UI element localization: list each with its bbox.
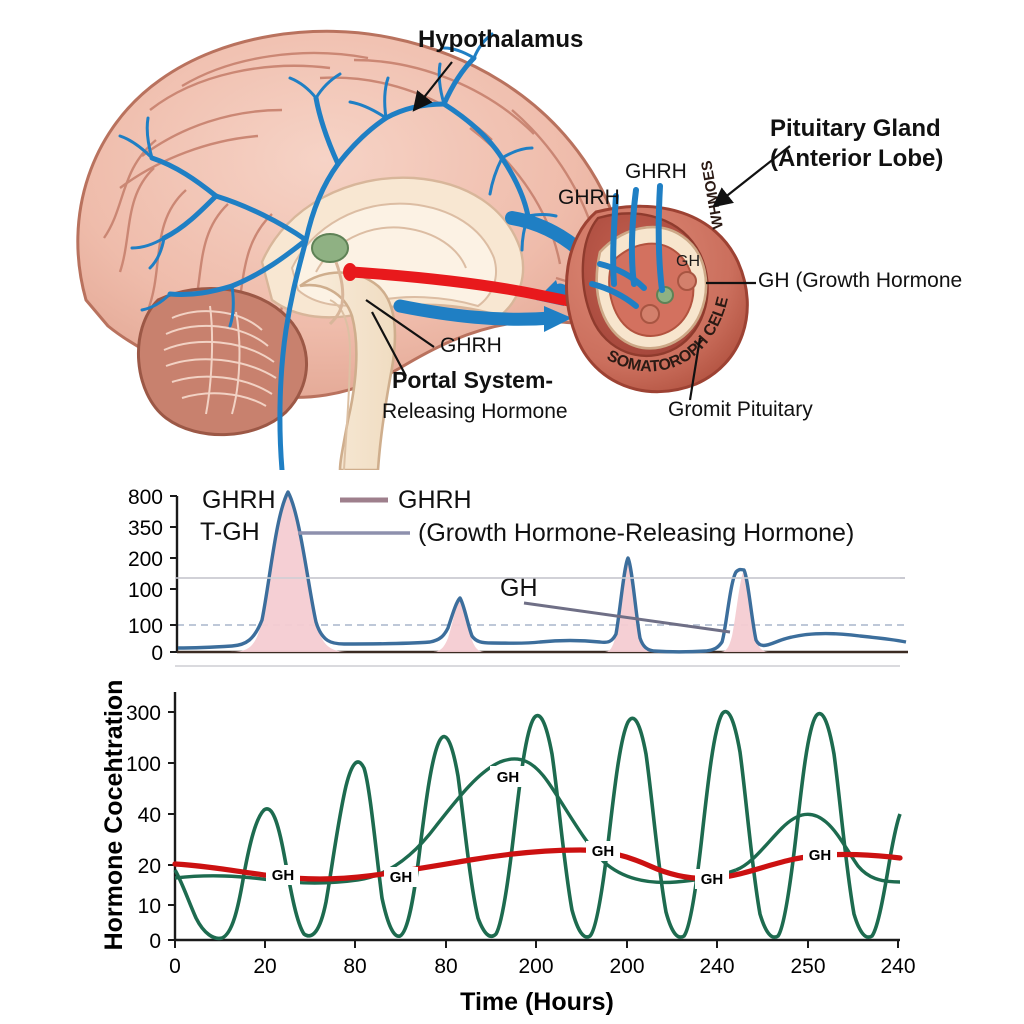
- brain-pituitary-svg: SOMATOROPH CELE WHMOES GH: [76, 29, 791, 470]
- bottom-chart-x-ticks: [174, 940, 899, 948]
- top-anno-t-gh: T-GH: [200, 518, 260, 546]
- somatotroph-tail-label: WHMOES: [698, 159, 727, 230]
- label-portal-system: Portal System-: [392, 367, 554, 393]
- ytick-bot-5: 0: [149, 930, 161, 953]
- bottom-chart-y-axis-title: Hormone Cocehtration: [100, 680, 128, 951]
- leader-lines: [365, 61, 791, 401]
- label-hypothalamus: Hypothalamus: [418, 26, 584, 53]
- ytick-bot-2: 40: [138, 804, 161, 827]
- leader-gromit: [688, 337, 702, 401]
- xtick-7: 250: [790, 955, 825, 978]
- top-chart-y-tick-labels: 800 350 200 100 100 0: [128, 486, 163, 665]
- ghrh-curve: [177, 490, 907, 654]
- label-pituitary-gland-line2: (Anterior Lobe): [770, 145, 944, 172]
- gh-pulsatile-curve: [173, 709, 902, 941]
- xtick-0: 0: [169, 955, 181, 978]
- bottom-chart-x-tick-labels: 0 20 80 80 200 200 240 250 240: [169, 955, 915, 978]
- label-ghrh-lower: GHRH: [440, 334, 502, 357]
- gh-point-labels: GH GH GH GH GH GH: [266, 766, 837, 889]
- legend-label-ghrh: GHRH: [398, 486, 472, 514]
- ytick-top-3: 100: [128, 579, 163, 602]
- ytick-bot-1: 100: [126, 753, 161, 776]
- xtick-6: 240: [699, 955, 734, 978]
- gh-chip-bg-1: [266, 865, 300, 885]
- label-ghrh-left: GHRH: [558, 186, 620, 209]
- gh-chip-bg-4: [695, 869, 729, 889]
- gh-envelope-curve-2: [735, 812, 901, 884]
- ghrh-pulse-chart: 800 350 200 100 100 0 GHRH: [128, 486, 908, 665]
- label-gh-growth-hormone: GH (Growth Hormone: [758, 269, 963, 292]
- gh-leader-line: [523, 601, 731, 634]
- label-releasing-hormone: Releasing Hormone: [382, 400, 568, 423]
- ytick-top-1: 350: [128, 517, 163, 540]
- ghrh-pulse-fill: [230, 492, 770, 652]
- gh-chip-5: GH: [809, 847, 832, 864]
- ytick-top-0: 800: [128, 486, 163, 509]
- ytick-top-5: 0: [151, 642, 163, 665]
- xtick-5: 200: [609, 955, 644, 978]
- gh-chip-bg-3: [586, 841, 620, 861]
- label-pituitary-gland-line1: Pituitary Gland: [770, 115, 941, 142]
- bottom-chart-x-axis-title: Time (Hours): [460, 988, 614, 1016]
- leader-pituitary: [712, 145, 791, 208]
- vascular-tree: [149, 55, 531, 470]
- leader-ghrh-lower: [365, 299, 435, 348]
- label-gromit-pituitary: Gromit Pituitary: [668, 398, 813, 421]
- gh-pulsatile-chart: 300 100 40 20 10 0: [100, 577, 916, 1016]
- top-chart-y-ticks: [170, 495, 177, 653]
- leader-hypothalamus: [412, 61, 453, 112]
- brainstem: [299, 271, 397, 470]
- ghrh-arrow-lower: [393, 299, 572, 332]
- gh-chip-1: GH: [272, 867, 295, 884]
- top-chart-legend: GHRH (Growth Hormone-Releasing Hormone): [298, 486, 854, 547]
- ytick-top-2: 200: [128, 548, 163, 571]
- label-ghrh-upper: GHRH: [625, 160, 687, 183]
- leader-portal-system: [371, 311, 407, 377]
- xtick-1: 20: [253, 955, 276, 978]
- gh-mean-line: [172, 847, 903, 882]
- xtick-4: 200: [518, 955, 553, 978]
- cerebellum: [136, 286, 308, 436]
- bottom-chart-y-tick-labels: 300 100 40 20 10 0: [126, 702, 161, 953]
- ytick-bot-0: 300: [126, 702, 161, 725]
- xtick-8: 240: [880, 955, 915, 978]
- charts-panel: 800 350 200 100 100 0 GHRH: [0, 470, 1024, 1024]
- top-anno-ghrh: GHRH: [202, 486, 276, 514]
- legend-label-ghrh-full: (Growth Hormone-Releasing Hormone): [418, 519, 854, 547]
- pituitary-gland: SOMATOROPH CELE WHMOES GH: [565, 159, 749, 394]
- gh-chip-bg-2: [384, 867, 418, 887]
- xtick-2: 80: [343, 955, 366, 978]
- gh-chip-6: GH: [497, 769, 520, 786]
- ytick-bot-4: 10: [138, 895, 161, 918]
- gh-chip-3: GH: [592, 843, 615, 860]
- bottom-chart-y-ticks: [168, 711, 175, 941]
- xtick-3: 80: [434, 955, 457, 978]
- gh-chip-bg-5: [803, 845, 837, 865]
- gh-chip-4: GH: [701, 871, 724, 888]
- gh-vesicle-label: GH: [676, 253, 700, 270]
- anatomy-illustration: SOMATOROPH CELE WHMOES GH Hypothalamus P…: [0, 0, 1024, 470]
- gh-chip-2: GH: [390, 869, 413, 886]
- ytick-bot-3: 20: [138, 855, 161, 878]
- gh-chip-bg-6: [490, 766, 526, 787]
- vascular-tree-fine: [118, 32, 558, 328]
- ytick-top-4: 100: [128, 615, 163, 638]
- hormone-charts-svg: 800 350 200 100 100 0 GHRH: [100, 486, 916, 1016]
